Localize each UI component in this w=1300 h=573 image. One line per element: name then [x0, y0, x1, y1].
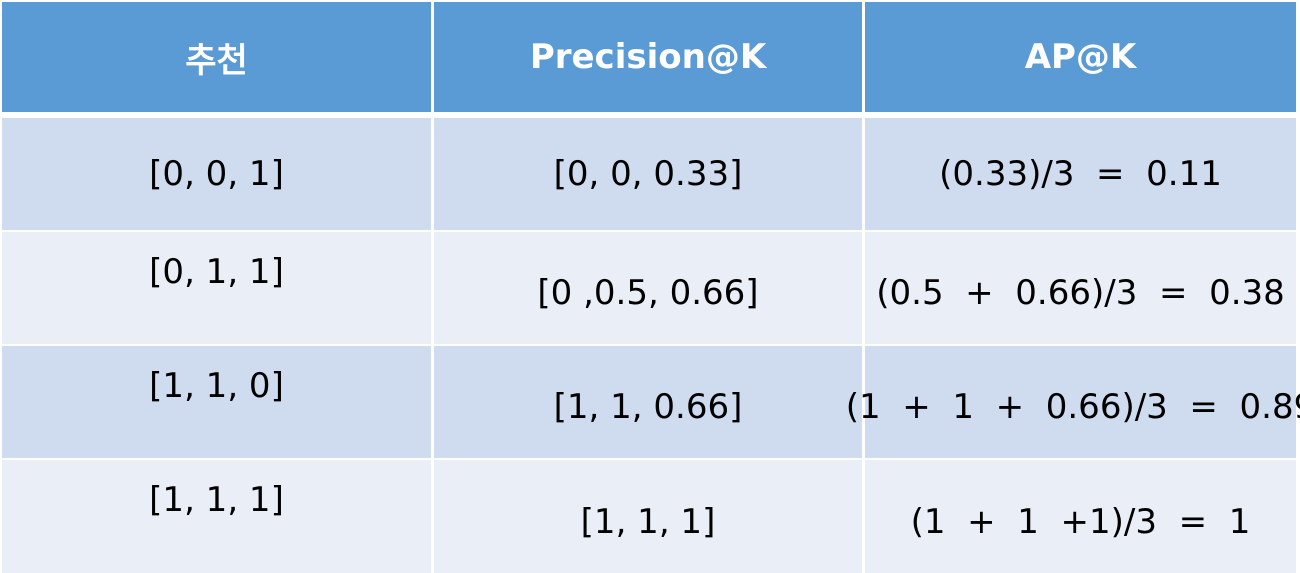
recommendation-cell: [0, 1, 1]: [2, 232, 434, 344]
recommendation-cell: [1, 1, 0]: [2, 346, 434, 458]
ap-cell: (1 + 1 +1)/3 = 1: [910, 501, 1251, 542]
table-row: [0, 0, 1] [0, 0, 0.33] (0.33)/3 = 0.11: [2, 118, 1296, 230]
table-row: [1, 1, 0] [1, 1, 0.66] (1 + 1 + 0.66)/3 …: [2, 346, 1300, 458]
table-row: [1, 1, 1] [1, 1, 1] (1 + 1 +1)/3 = 1: [2, 460, 1296, 573]
precision-cell: [1, 1, 1]: [434, 460, 865, 573]
ap-cell: (0.5 + 0.66)/3 = 0.38: [876, 273, 1285, 313]
precision-cell: [0, 0, 0.33]: [434, 118, 865, 230]
ap-cell: (0.33)/3 = 0.11: [939, 154, 1222, 194]
recommendation-cell: [1, 1, 1]: [2, 460, 434, 573]
header-precision-at-k: Precision@K: [434, 2, 865, 112]
precision-cell: [1, 1, 0.66]: [434, 346, 865, 458]
table-row: [0, 1, 1] [0 ,0.5, 0.66] (0.5 + 0.66)/3 …: [2, 232, 1296, 344]
table-header-row: 추천 Precision@K AP@K: [2, 2, 1296, 112]
header-ap-at-k: AP@K: [1024, 37, 1137, 77]
ap-cell: (1 + 1 + 0.66)/3 = 0.89: [845, 387, 1300, 427]
recommendation-cell: [0, 0, 1]: [2, 118, 434, 230]
precision-cell: [0 ,0.5, 0.66]: [434, 232, 865, 344]
header-recommendation: 추천: [2, 2, 434, 112]
